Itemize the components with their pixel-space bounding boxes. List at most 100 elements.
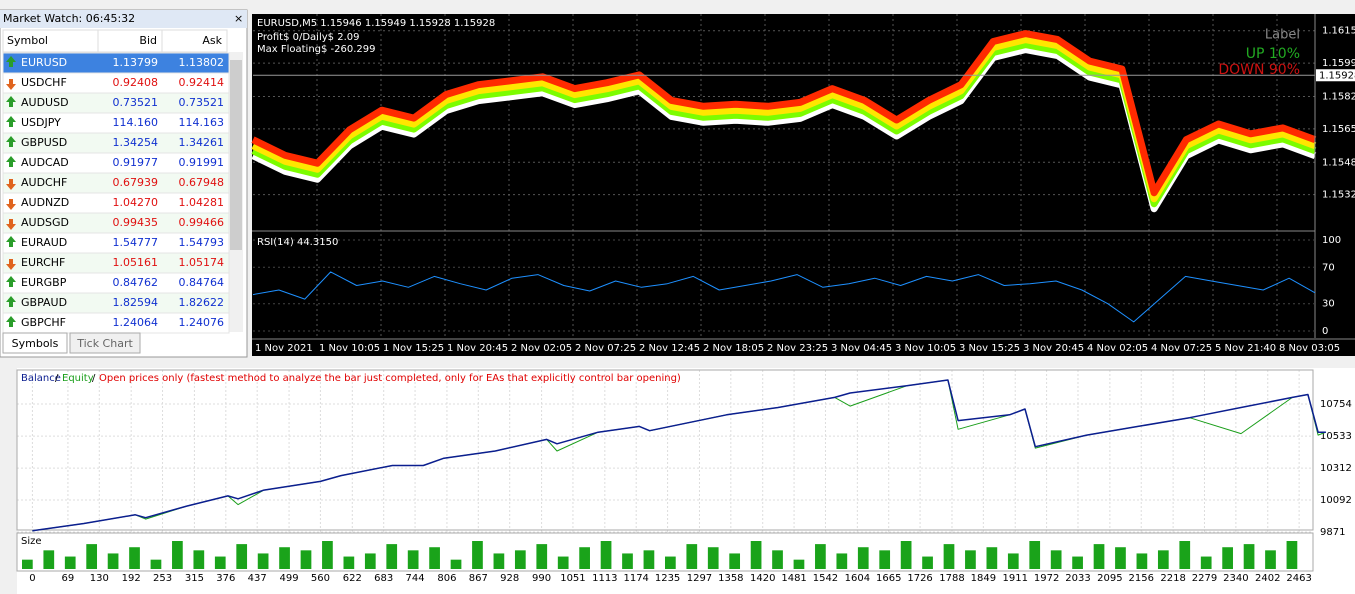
tab[interactable]	[2, 332, 68, 354]
ask: 1.13802	[179, 56, 225, 69]
x-tick-label: 806	[437, 573, 456, 584]
size-bar	[1007, 553, 1019, 569]
rsi-title: RSI(14) 44.3150	[257, 237, 338, 248]
legend-sep: /	[92, 373, 96, 384]
size-bar	[1157, 550, 1169, 569]
x-tick-label: 192	[122, 573, 141, 584]
size-bar	[193, 550, 205, 569]
x-tick-label: 1 Nov 2021	[255, 343, 313, 354]
direction-arrow	[6, 236, 16, 247]
chart-window	[252, 14, 1355, 356]
x-tick-label: 2 Nov 18:05	[703, 343, 764, 354]
ask: 1.05174	[179, 256, 225, 269]
x-tick-label: 1297	[687, 573, 712, 584]
size-bar	[1029, 541, 1041, 569]
scroll-thumb[interactable]	[230, 60, 242, 250]
size-bar	[300, 550, 312, 569]
size-bar	[1050, 550, 1062, 569]
size-bar	[257, 553, 269, 569]
bid: 1.13799	[113, 56, 159, 69]
x-tick-label: 1420	[750, 573, 775, 584]
annotation: Max Floating$ -260.299	[257, 44, 376, 55]
size-bar	[1093, 544, 1105, 569]
size-bar	[836, 553, 848, 569]
size-bar	[857, 547, 869, 569]
y-tick-label: 0	[1322, 326, 1328, 337]
y-tick-label: 1.15485	[1322, 157, 1355, 168]
close-button[interactable]: ×	[234, 12, 243, 25]
y-tick-label: 10754	[1320, 399, 1352, 410]
x-tick-label: 560	[311, 573, 330, 584]
ask: 1.82622	[179, 296, 225, 309]
bid: 0.91977	[113, 156, 159, 169]
bid: 0.73521	[113, 96, 159, 109]
size-bar	[643, 550, 655, 569]
y-tick-label: 1.15655	[1322, 124, 1355, 135]
tab-label: Symbols	[12, 337, 59, 350]
y-tick-label: 10092	[1320, 495, 1352, 506]
size-bar	[622, 553, 633, 569]
size-bar	[1115, 547, 1126, 569]
direction-arrow	[6, 276, 16, 287]
x-tick-label: 499	[280, 573, 299, 584]
x-tick-label: 4 Nov 07:25	[1151, 343, 1212, 354]
ask: 0.84764	[179, 276, 225, 289]
plot-frame	[16, 369, 1314, 531]
model-note: Open prices only (fastest method to anal…	[99, 373, 681, 384]
market-watch-title: Market Watch: 06:45:32	[3, 12, 135, 25]
series-line	[32, 379, 1326, 532]
direction-arrow	[6, 116, 16, 127]
column-header-label: Bid	[139, 34, 157, 47]
y-tick-label: 10312	[1320, 463, 1352, 474]
annotation: Profit$ 0/Daily$ 2.09	[257, 32, 359, 43]
x-tick-label: 1972	[1034, 573, 1059, 584]
legend-sep: /	[55, 373, 59, 384]
symbol: AUDCAD	[21, 156, 69, 169]
x-tick-label: 437	[248, 573, 267, 584]
bid: 114.160	[113, 116, 159, 129]
column-header	[161, 29, 228, 53]
size-bar	[429, 547, 440, 569]
size-bar	[943, 544, 955, 569]
y-tick-label: 70	[1322, 262, 1335, 273]
bid: 0.92408	[113, 76, 159, 89]
bid: 1.34254	[113, 136, 159, 149]
x-tick-label: 1665	[876, 573, 901, 584]
size-bar	[407, 550, 419, 569]
bid: 0.99435	[113, 216, 159, 229]
x-tick-label: 622	[343, 573, 362, 584]
x-tick-label: 8 Nov 03:05	[1279, 343, 1340, 354]
y-tick-label: 100	[1322, 235, 1341, 246]
size-bar	[236, 544, 248, 569]
bid: 0.84762	[113, 276, 159, 289]
ask: 1.04281	[179, 196, 225, 209]
size-bar	[43, 550, 55, 569]
size-bar	[793, 559, 805, 569]
size-bar	[1243, 544, 1255, 569]
x-tick-label: 3 Nov 10:05	[895, 343, 956, 354]
size-bar	[965, 550, 976, 569]
x-tick-label: 2095	[1097, 573, 1122, 584]
size-bar	[386, 544, 398, 569]
size-bar	[557, 556, 569, 569]
tab[interactable]	[69, 332, 141, 354]
size-bar	[129, 547, 140, 569]
x-tick-label: 683	[374, 573, 393, 584]
symbol: EURUSD	[21, 56, 67, 69]
x-tick-label: 3 Nov 20:45	[1023, 343, 1084, 354]
ask: 114.163	[179, 116, 225, 129]
x-tick-label: 2 Nov 23:25	[767, 343, 828, 354]
direction-arrow	[6, 199, 16, 210]
x-tick-label: 1174	[623, 573, 648, 584]
size-bar	[729, 553, 741, 569]
size-bar	[107, 553, 119, 569]
bid: 1.82594	[113, 296, 159, 309]
symbol: AUDSGD	[21, 216, 69, 229]
current-price-label: 1.15928	[1319, 70, 1355, 81]
x-tick-label: 253	[153, 573, 172, 584]
x-tick-label: 2 Nov 02:05	[511, 343, 572, 354]
size-bar	[707, 547, 719, 569]
size-title: Size	[21, 536, 42, 547]
x-tick-label: 2 Nov 07:25	[575, 343, 636, 354]
